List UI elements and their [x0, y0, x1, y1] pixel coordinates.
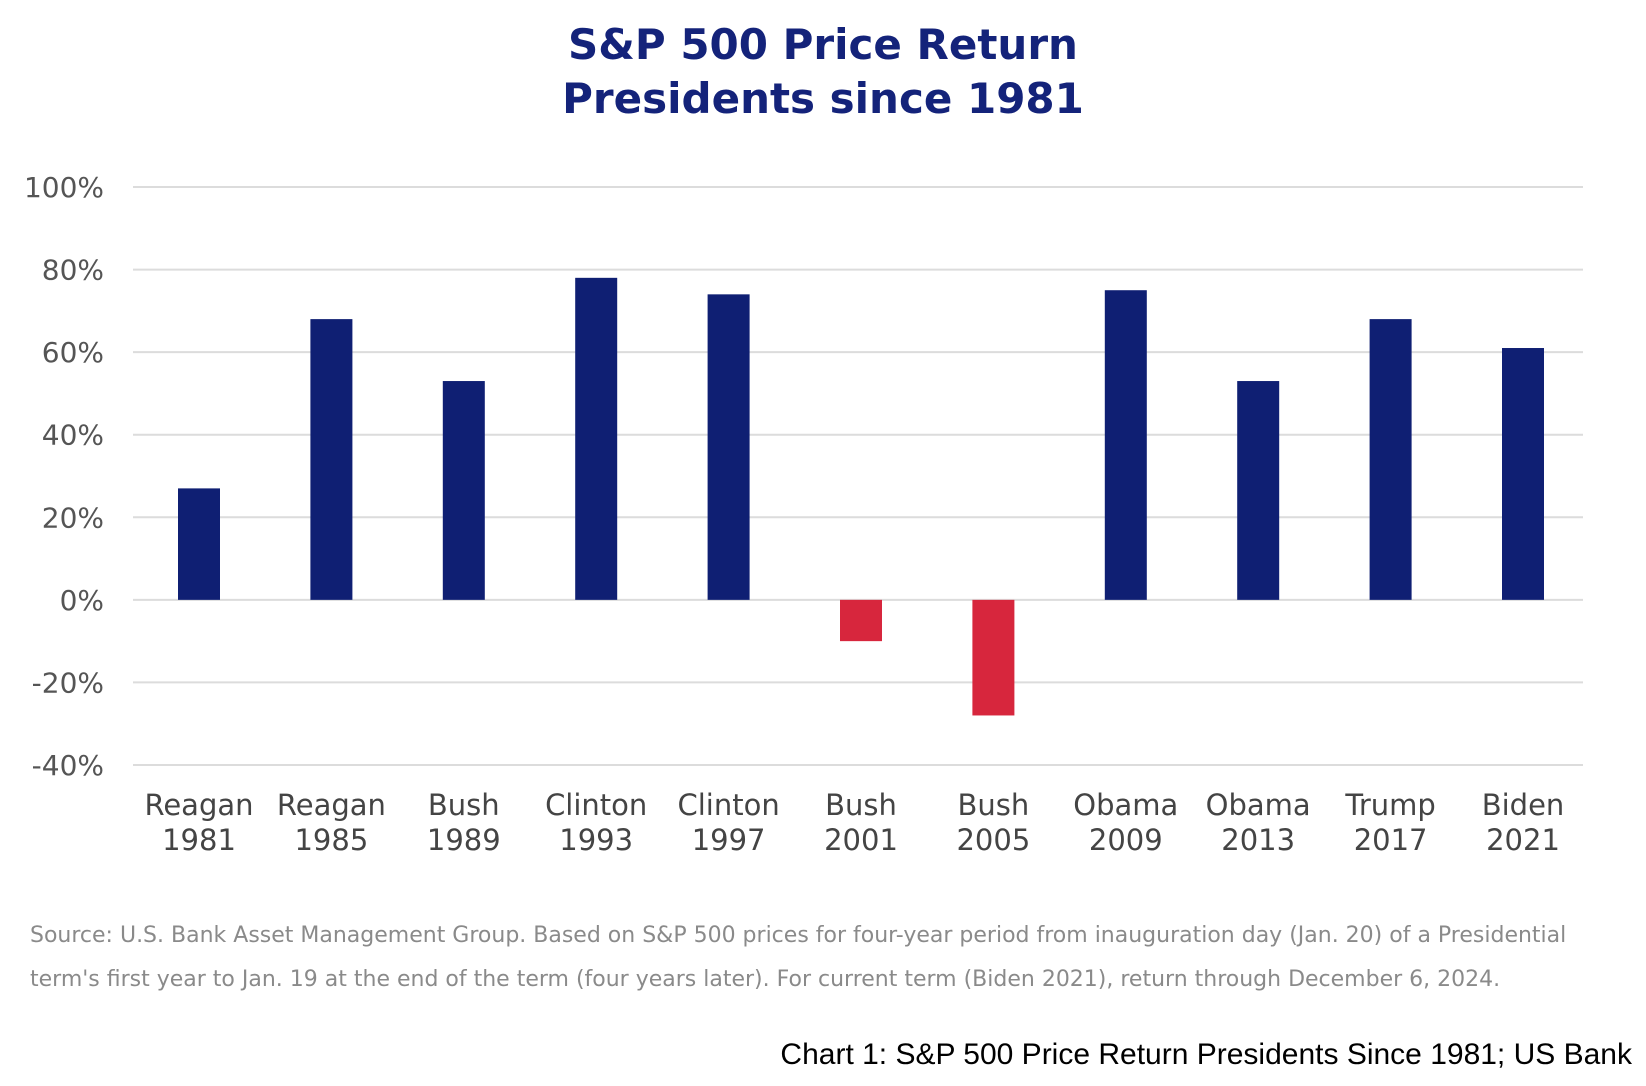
y-tick-label: 40% [42, 419, 104, 452]
x-tick-label: Bush [958, 788, 1030, 822]
y-tick-label: 0% [60, 584, 104, 617]
chart-title-line1: S&P 500 Price Return [568, 20, 1078, 69]
x-tick-label: Reagan [277, 788, 386, 822]
y-tick-label: -20% [32, 666, 104, 699]
x-tick-label: Obama [1073, 788, 1178, 822]
source-note-line2: term's first year to Jan. 19 at the end … [30, 967, 1501, 992]
bar-reagan-1985 [310, 319, 353, 600]
x-tick-label: 1981 [162, 823, 236, 857]
bar-clinton-1993 [575, 277, 618, 600]
x-tick-label: 1993 [559, 823, 633, 857]
y-tick-label: 80% [42, 254, 104, 287]
bars [178, 277, 1544, 716]
x-tick-label: 1989 [427, 823, 501, 857]
chart-caption: Chart 1: S&P 500 Price Return Presidents… [780, 1038, 1632, 1071]
chart-title-line2: Presidents since 1981 [562, 74, 1084, 123]
bar-trump-2017 [1369, 319, 1412, 600]
y-tick-label: -40% [32, 749, 104, 782]
y-tick-label: 100% [24, 171, 104, 204]
x-tick-label: 2009 [1089, 823, 1163, 857]
x-tick-label: 1985 [294, 823, 368, 857]
x-tick-label: 2005 [956, 823, 1030, 857]
x-tick-label: 2017 [1354, 823, 1428, 857]
y-axis-tick-labels: -40% -20% 0% 20% 40% 60% 80% 100% [24, 171, 104, 782]
x-tick-label: 2001 [824, 823, 898, 857]
bar-bush-2005 [972, 599, 1015, 716]
bar-biden-2021 [1502, 348, 1544, 600]
x-tick-label: Clinton [677, 788, 779, 822]
bar-clinton-1997 [707, 294, 750, 600]
x-tick-label: Biden [1482, 788, 1565, 822]
x-tick-label: Bush [825, 788, 897, 822]
y-tick-label: 60% [42, 336, 104, 369]
source-note-line1: Source: U.S. Bank Asset Management Group… [30, 923, 1567, 948]
x-tick-label: Obama [1206, 788, 1311, 822]
x-tick-label: 1997 [692, 823, 766, 857]
x-axis-tick-labels: Reagan1981Reagan1985Bush1989Clinton1993C… [144, 788, 1564, 857]
x-tick-label: Reagan [144, 788, 253, 822]
x-tick-label: 2021 [1486, 823, 1560, 857]
bar-bush-1989 [442, 381, 485, 600]
x-tick-label: 2013 [1221, 823, 1295, 857]
bar-reagan-1981 [178, 488, 220, 600]
bar-chart: -40%-20%0%20%40%60%80%100% Reagan1981Rea… [24, 171, 1583, 857]
x-tick-label: Clinton [545, 788, 647, 822]
y-tick-label: 20% [42, 501, 104, 534]
x-tick-label: Bush [428, 788, 500, 822]
bar-bush-2001 [840, 599, 882, 642]
bar-obama-2009 [1104, 290, 1147, 600]
x-tick-label: Trump [1344, 788, 1435, 822]
bar-obama-2013 [1237, 381, 1280, 600]
